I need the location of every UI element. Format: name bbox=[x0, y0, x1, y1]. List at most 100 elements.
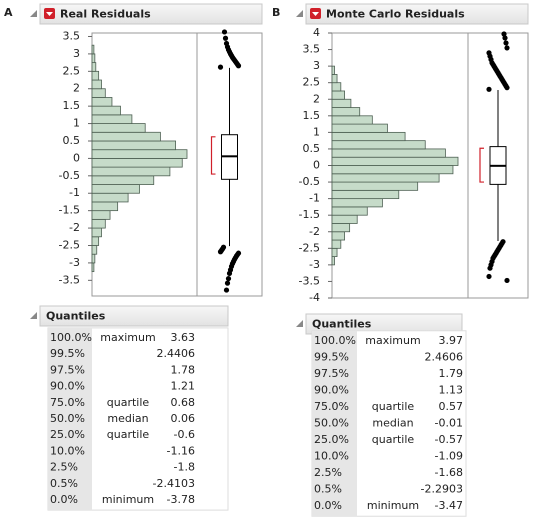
quantile-value: 0.68 bbox=[171, 396, 196, 409]
y-tick-label: 2 bbox=[73, 82, 80, 95]
quantile-label: quartile bbox=[107, 428, 150, 441]
bar bbox=[331, 98, 352, 108]
quantile-label: median bbox=[107, 412, 148, 425]
outlier bbox=[504, 277, 510, 284]
bar bbox=[331, 239, 342, 249]
y-tick-label: -2 bbox=[309, 225, 320, 238]
bar bbox=[331, 74, 338, 84]
y-tick-label: 2 bbox=[313, 92, 320, 105]
quantile-percent: 10.0% bbox=[314, 450, 349, 463]
bar bbox=[331, 65, 335, 75]
outlier bbox=[221, 29, 228, 35]
bar bbox=[91, 253, 96, 264]
quantile-value: -2.4103 bbox=[153, 477, 195, 490]
pct-column bbox=[48, 327, 92, 511]
quantile-percent: 97.5% bbox=[314, 367, 349, 380]
quantile-percent: 0.5% bbox=[50, 477, 78, 490]
bar bbox=[91, 262, 95, 273]
bar bbox=[91, 70, 100, 81]
y-tick-label: 3 bbox=[313, 59, 320, 72]
quantile-value: 1.13 bbox=[439, 384, 464, 397]
quantile-value: -0.57 bbox=[435, 433, 463, 446]
quantile-percent: 90.0% bbox=[314, 384, 349, 397]
outlier bbox=[226, 270, 233, 276]
quantile-value: -3.47 bbox=[435, 499, 463, 512]
quantile-value: 0.06 bbox=[171, 412, 196, 425]
header-bar bbox=[305, 3, 529, 25]
quantile-value: 1.78 bbox=[171, 363, 196, 376]
quantile-value: -1.09 bbox=[435, 450, 463, 463]
outlier bbox=[217, 64, 224, 70]
y-tick-label: -0.5 bbox=[299, 175, 320, 188]
quantile-percent: 2.5% bbox=[50, 461, 78, 474]
quantile-percent: 75.0% bbox=[50, 396, 85, 409]
outlier bbox=[504, 45, 510, 51]
outlier bbox=[486, 86, 492, 92]
y-tick-label: -1 bbox=[69, 186, 80, 199]
quantile-value: -0.01 bbox=[435, 417, 463, 430]
bar bbox=[331, 107, 361, 117]
quantile-value: 3.97 bbox=[439, 334, 464, 347]
bar bbox=[91, 131, 161, 142]
bar bbox=[91, 227, 102, 238]
header-title: Real Residuals bbox=[60, 8, 151, 21]
bar bbox=[91, 114, 133, 124]
quantile-label: maximum bbox=[100, 331, 155, 344]
pct-column bbox=[312, 330, 357, 517]
disclosure-icon bbox=[296, 10, 303, 17]
outlier bbox=[223, 40, 230, 47]
outlier bbox=[224, 280, 231, 286]
quantile-value: 1.21 bbox=[171, 380, 196, 393]
quantile-value: -1.8 bbox=[174, 461, 195, 474]
quantile-percent: 0.5% bbox=[314, 483, 342, 496]
bar bbox=[91, 149, 188, 159]
quantile-label: minimum bbox=[102, 493, 154, 506]
bar bbox=[331, 206, 368, 216]
bar bbox=[91, 184, 140, 194]
bar bbox=[91, 158, 183, 168]
quantile-percent: 10.0% bbox=[50, 444, 85, 457]
bar bbox=[91, 192, 129, 203]
y-tick-label: 1.5 bbox=[303, 109, 321, 122]
bar bbox=[91, 44, 95, 55]
y-tick-label: 3 bbox=[73, 47, 80, 60]
y-tick-label: 0.5 bbox=[303, 142, 321, 155]
quantile-percent: 0.0% bbox=[50, 493, 78, 506]
disclosure-icon bbox=[30, 10, 37, 17]
y-tick-label: 2.5 bbox=[303, 76, 321, 89]
header-title: Quantiles bbox=[46, 310, 106, 323]
outlier bbox=[501, 31, 507, 37]
y-tick-label: -3.5 bbox=[299, 274, 320, 287]
header-bar bbox=[39, 3, 263, 25]
quantile-value: 0.57 bbox=[439, 400, 464, 413]
bar bbox=[91, 236, 100, 246]
quantile-value: 2.4406 bbox=[157, 347, 196, 360]
quantile-label: maximum bbox=[365, 334, 420, 347]
disclosure-icon bbox=[296, 320, 303, 327]
bar bbox=[331, 198, 383, 208]
quantile-percent: 90.0% bbox=[50, 380, 85, 393]
bar bbox=[331, 189, 400, 200]
y-tick-label: -1.5 bbox=[299, 208, 320, 221]
outlier bbox=[486, 273, 492, 280]
bar bbox=[91, 62, 97, 72]
bar bbox=[91, 88, 106, 98]
outlier bbox=[503, 40, 509, 46]
y-tick-label: -0.5 bbox=[59, 169, 80, 182]
outlier bbox=[217, 249, 224, 255]
quantile-label: quartile bbox=[107, 396, 150, 409]
bar bbox=[331, 181, 419, 191]
quantile-value: -2.2903 bbox=[421, 483, 463, 496]
quantile-label: median bbox=[372, 417, 413, 430]
shortest-half bbox=[210, 136, 216, 175]
bar bbox=[331, 173, 440, 183]
quantile-percent: 2.5% bbox=[314, 466, 342, 479]
bar bbox=[331, 231, 346, 241]
outlier bbox=[225, 275, 232, 282]
y-tick-label: -2.5 bbox=[299, 241, 320, 254]
bar bbox=[331, 148, 446, 158]
quantile-value: -3.78 bbox=[167, 493, 195, 506]
outlier bbox=[487, 265, 493, 271]
quantile-percent: 100.0% bbox=[314, 334, 356, 347]
